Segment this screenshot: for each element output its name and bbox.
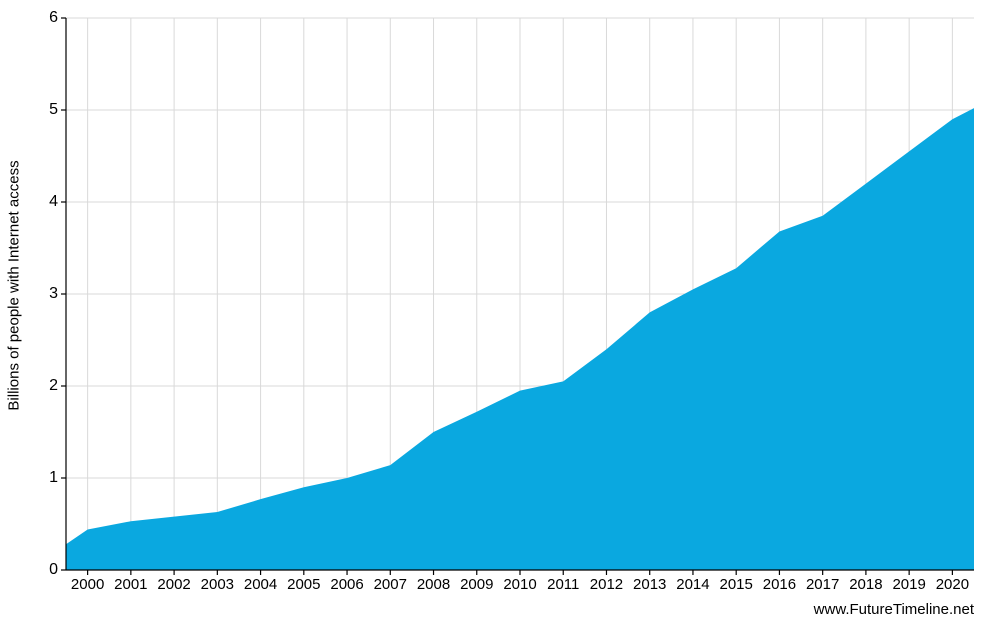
ytick-label: 3 <box>28 285 58 303</box>
xtick-label: 2006 <box>330 576 363 593</box>
xtick-label: 2020 <box>936 576 969 593</box>
xtick-label: 2016 <box>763 576 796 593</box>
xtick-label: 2015 <box>720 576 753 593</box>
plot-area <box>66 18 974 570</box>
xtick-label: 2013 <box>633 576 666 593</box>
ytick-label: 2 <box>28 377 58 395</box>
area-chart: Billions of people with Internet access … <box>0 0 986 622</box>
attribution-text: www.FutureTimeline.net <box>814 601 974 618</box>
y-axis-label-text: Billions of people with Internet access <box>6 160 23 410</box>
xtick-label: 2019 <box>892 576 925 593</box>
xtick-label: 2010 <box>503 576 536 593</box>
ytick-label: 4 <box>28 193 58 211</box>
plot-svg <box>66 18 974 570</box>
xtick-label: 2005 <box>287 576 320 593</box>
xtick-label: 2017 <box>806 576 839 593</box>
xtick-label: 2008 <box>417 576 450 593</box>
xtick-label: 2009 <box>460 576 493 593</box>
ytick-label: 5 <box>28 101 58 119</box>
xtick-label: 2001 <box>114 576 147 593</box>
xtick-label: 2018 <box>849 576 882 593</box>
ytick-label: 0 <box>28 561 58 579</box>
xtick-label: 2007 <box>374 576 407 593</box>
xtick-label: 2000 <box>71 576 104 593</box>
xtick-label: 2012 <box>590 576 623 593</box>
xtick-label: 2011 <box>547 576 579 593</box>
xtick-label: 2003 <box>201 576 234 593</box>
xtick-label: 2002 <box>157 576 190 593</box>
ytick-label: 6 <box>28 9 58 27</box>
y-axis-label: Billions of people with Internet access <box>0 0 28 570</box>
xtick-label: 2014 <box>676 576 709 593</box>
xtick-label: 2004 <box>244 576 277 593</box>
ytick-label: 1 <box>28 469 58 487</box>
